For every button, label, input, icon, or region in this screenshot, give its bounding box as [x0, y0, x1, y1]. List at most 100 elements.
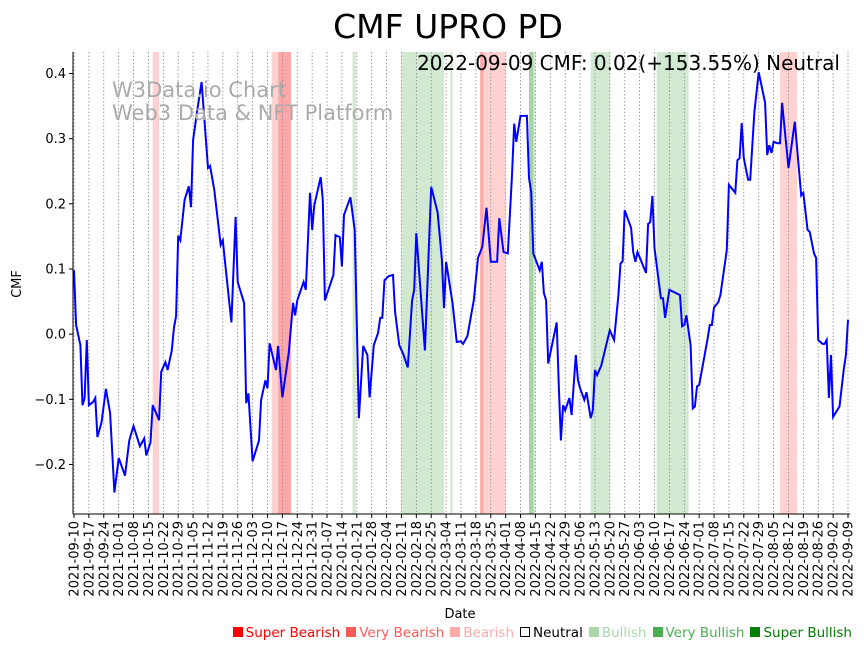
- x-tick-label: 2022-01-14: [335, 521, 350, 597]
- x-tick-label: 2022-01-07: [321, 521, 336, 597]
- y-tick-label: −0.1: [34, 393, 66, 408]
- x-tick-label: 2022-03-11: [455, 521, 470, 597]
- region-bullish: [656, 52, 689, 514]
- x-tick-label: 2021-11-05: [187, 521, 202, 597]
- legend-swatch: [346, 627, 357, 637]
- region-bullish: [352, 52, 356, 514]
- y-tick-label: 0.0: [45, 328, 66, 343]
- x-tick-label: 2022-07-29: [752, 521, 767, 597]
- x-tick-label: 2022-05-13: [588, 521, 603, 597]
- x-tick-label: 2021-09-17: [82, 521, 97, 597]
- legend-label: Very Bearish: [359, 625, 445, 641]
- x-tick-label: 2022-02-18: [410, 521, 425, 597]
- x-tick-label: 2022-07-08: [708, 521, 723, 597]
- legend-item-super-bearish: Super Bearish: [232, 625, 341, 641]
- legend-swatch: [750, 627, 761, 637]
- region-bullish: [450, 52, 453, 514]
- legend-swatch: [232, 627, 243, 637]
- x-tick-label: 2022-04-15: [529, 521, 544, 597]
- x-tick-label: 2021-12-24: [291, 521, 306, 597]
- region-bearish: [483, 52, 506, 514]
- x-tick-label: 2022-08-26: [812, 521, 827, 597]
- legend-swatch: [652, 627, 663, 637]
- x-tick-label: 2022-06-17: [663, 521, 678, 597]
- x-tick-label: 2021-10-22: [157, 521, 172, 597]
- x-tick-label: 2022-01-28: [365, 521, 380, 597]
- y-tick-label: 0.2: [45, 197, 66, 212]
- region-bearish: [152, 52, 160, 514]
- x-tick-label: 2021-12-17: [276, 521, 291, 597]
- legend-swatch: [520, 627, 530, 637]
- y-axis-ticks: −0.2 −0.1 0.0 0.1 0.2 0.3 0.4: [34, 67, 73, 473]
- legend-label: Neutral: [533, 625, 583, 641]
- region-very-bearish: [278, 52, 285, 514]
- region-bullish: [401, 52, 444, 514]
- region-very-bearish: [284, 52, 291, 514]
- legend-label: Very Bullish: [665, 625, 745, 641]
- region-bullish: [533, 52, 536, 514]
- x-tick-label: 2022-03-18: [469, 521, 484, 597]
- legend-label: Bullish: [601, 625, 647, 641]
- x-tick-label: 2022-03-04: [440, 521, 455, 597]
- region-bearish: [271, 52, 279, 514]
- x-tick-label: 2022-02-25: [425, 521, 440, 597]
- x-tick-label: 2021-10-08: [127, 521, 142, 597]
- gridlines: [73, 52, 849, 514]
- x-tick-label: 2022-01-21: [350, 521, 365, 597]
- legend-item-very-bearish: Very Bearish: [346, 625, 444, 641]
- x-tick-label: 2021-11-26: [231, 521, 246, 597]
- legend-item-super-bullish: Super Bullish: [750, 625, 852, 641]
- x-tick-label: 2022-04-29: [559, 521, 574, 597]
- legend-swatch: [588, 627, 599, 637]
- x-tick-label: 2021-10-29: [172, 521, 187, 597]
- x-tick-label: 2022-06-10: [648, 521, 663, 597]
- y-tick-label: 0.4: [45, 67, 66, 82]
- y-tick-label: −0.2: [34, 458, 66, 473]
- x-tick-label: 2021-11-19: [216, 521, 231, 597]
- x-tick-label: 2021-09-24: [97, 521, 112, 597]
- x-tick-label: 2022-08-12: [782, 521, 797, 597]
- y-tick-label: 0.1: [45, 262, 66, 277]
- x-tick-label: 2022-03-25: [484, 521, 499, 597]
- x-tick-label: 2022-06-24: [678, 521, 693, 597]
- legend-item-very-bullish: Very Bullish: [652, 625, 745, 641]
- x-tick-label: 2022-07-15: [722, 521, 737, 597]
- region-bullish: [590, 52, 610, 514]
- y-tick-label: 0.3: [45, 132, 66, 147]
- x-tick-label: 2021-10-15: [142, 521, 157, 597]
- x-tick-label: 2022-02-04: [380, 521, 395, 597]
- x-tick-label: 2022-07-01: [693, 521, 708, 597]
- legend: Super Bearish Very Bearish Bearish Neutral B…: [0, 625, 864, 641]
- x-tick-label: 2022-06-03: [633, 521, 648, 597]
- x-tick-label: 2022-04-01: [499, 521, 514, 597]
- x-tick-label: 2022-07-22: [737, 521, 752, 597]
- x-tick-label: 2022-08-05: [767, 521, 782, 597]
- watermark-line-1: W3Data.io Chart: [112, 78, 286, 102]
- x-tick-label: 2022-05-20: [603, 521, 618, 597]
- x-tick-label: 2022-08-19: [797, 521, 812, 597]
- region-very-bullish: [529, 52, 534, 514]
- x-tick-label: 2022-09-09: [842, 521, 857, 597]
- chart-title: CMF UPRO PD: [333, 7, 563, 46]
- legend-label: Super Bullish: [763, 625, 852, 641]
- x-tick-label: 2022-09-02: [827, 521, 842, 597]
- cmf-line: [73, 71, 849, 493]
- x-tick-label: 2021-12-03: [246, 521, 261, 597]
- legend-label: Super Bearish: [245, 625, 341, 641]
- x-tick-label: 2021-12-10: [261, 521, 276, 597]
- y-axis-label: CMF: [10, 270, 25, 298]
- legend-swatch: [450, 627, 461, 637]
- legend-item-bullish: Bullish: [588, 625, 647, 641]
- x-tick-label: 2021-10-01: [112, 521, 127, 597]
- x-tick-label: 2022-05-06: [574, 521, 589, 597]
- x-tick-label: 2022-04-22: [544, 521, 559, 597]
- x-tick-label: 2022-05-27: [618, 521, 633, 597]
- last-value-annotation: 2022-09-09 CMF: 0.02(+153.55%) Neutral: [417, 51, 840, 75]
- legend-item-neutral: Neutral: [520, 625, 583, 641]
- x-axis-label: Date: [444, 607, 475, 622]
- legend-label: Bearish: [463, 625, 514, 641]
- x-axis-ticks: 2021-09-10 2021-09-17 2021-09-24 2021-10-01…: [68, 514, 857, 597]
- x-tick-label: 2022-04-08: [514, 521, 529, 597]
- x-tick-label: 2021-12-31: [306, 521, 321, 597]
